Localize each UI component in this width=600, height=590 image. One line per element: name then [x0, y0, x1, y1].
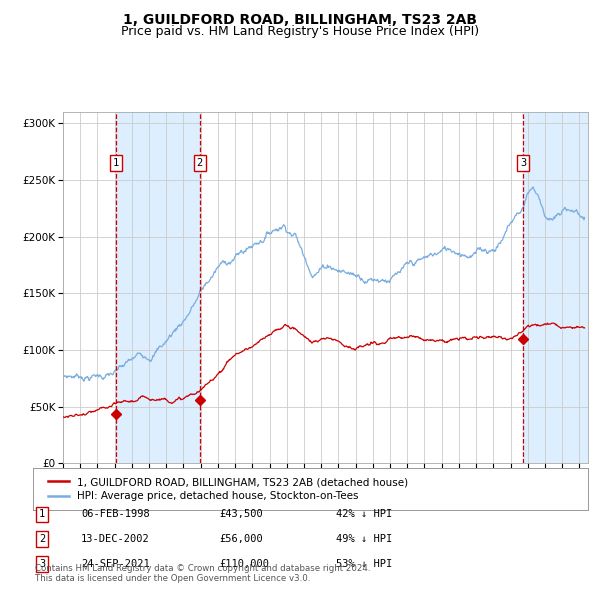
Text: 13-DEC-2002: 13-DEC-2002 — [81, 535, 150, 544]
Text: 1: 1 — [113, 158, 119, 168]
Text: 42% ↓ HPI: 42% ↓ HPI — [336, 510, 392, 519]
Text: 2: 2 — [197, 158, 203, 168]
Text: 53% ↓ HPI: 53% ↓ HPI — [336, 559, 392, 569]
Text: Price paid vs. HM Land Registry's House Price Index (HPI): Price paid vs. HM Land Registry's House … — [121, 25, 479, 38]
Text: 1, GUILDFORD ROAD, BILLINGHAM, TS23 2AB: 1, GUILDFORD ROAD, BILLINGHAM, TS23 2AB — [123, 13, 477, 27]
Bar — [116, 112, 200, 463]
Text: 06-FEB-1998: 06-FEB-1998 — [81, 510, 150, 519]
Text: £43,500: £43,500 — [219, 510, 263, 519]
Text: 2: 2 — [39, 535, 45, 544]
Text: 3: 3 — [520, 158, 526, 168]
Text: 1: 1 — [39, 510, 45, 519]
Bar — [523, 112, 588, 463]
Text: £56,000: £56,000 — [219, 535, 263, 544]
Text: £110,000: £110,000 — [219, 559, 269, 569]
Legend: 1, GUILDFORD ROAD, BILLINGHAM, TS23 2AB (detached house), HPI: Average price, de: 1, GUILDFORD ROAD, BILLINGHAM, TS23 2AB … — [44, 473, 412, 506]
Text: 24-SEP-2021: 24-SEP-2021 — [81, 559, 150, 569]
Text: Contains HM Land Registry data © Crown copyright and database right 2024.
This d: Contains HM Land Registry data © Crown c… — [35, 563, 370, 583]
Text: 3: 3 — [39, 559, 45, 569]
Text: 49% ↓ HPI: 49% ↓ HPI — [336, 535, 392, 544]
